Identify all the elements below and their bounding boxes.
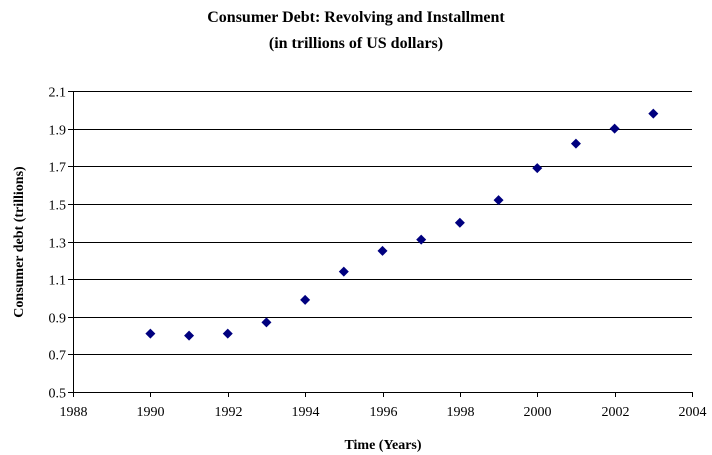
data-point	[416, 235, 426, 245]
y-tick-label: 1.3	[49, 237, 67, 252]
y-tick-label: 1.5	[49, 199, 67, 214]
y-tick-label: 1.9	[49, 124, 67, 139]
data-point	[532, 163, 542, 173]
data-point	[571, 139, 581, 149]
tick-labels: 0.5 0.7 0.9 1.1 1.3 1.5 1.7 1.9 2.1 1988 1990 1992 1…	[49, 86, 707, 421]
data-point	[261, 317, 271, 327]
x-tick-label: 1994	[292, 405, 320, 420]
y-axis-title: Consumer debt (trillions)	[12, 166, 27, 318]
y-tick-label: 2.1	[49, 86, 67, 101]
gridlines	[73, 92, 692, 355]
x-tick-label: 2004	[679, 405, 707, 420]
data-point	[648, 109, 658, 119]
x-tick-label: 2002	[602, 405, 630, 420]
y-tick-label: 0.9	[49, 312, 67, 327]
data-point	[145, 329, 155, 339]
data-point	[610, 124, 620, 134]
data-point	[494, 195, 504, 205]
y-tick-label: 1.1	[49, 274, 67, 289]
data-point	[455, 218, 465, 228]
data-point	[223, 329, 233, 339]
x-tick-label: 2000	[524, 405, 552, 420]
data-point	[339, 267, 349, 277]
data-point	[300, 295, 310, 305]
x-tick-label: 1992	[215, 405, 243, 420]
y-tick-label: 0.5	[49, 387, 67, 402]
x-tick-label: 1990	[137, 405, 165, 420]
x-axis-title: Time (Years)	[344, 438, 421, 453]
y-tick-label: 1.7	[49, 161, 67, 176]
data-point	[184, 331, 194, 341]
y-tick-label: 0.7	[49, 349, 67, 364]
data-point	[378, 246, 388, 256]
x-tick-label: 1988	[60, 405, 88, 420]
data-points	[145, 109, 658, 341]
x-tick-label: 1996	[370, 405, 398, 420]
x-tick-label: 1998	[447, 405, 475, 420]
axes	[68, 91, 693, 397]
